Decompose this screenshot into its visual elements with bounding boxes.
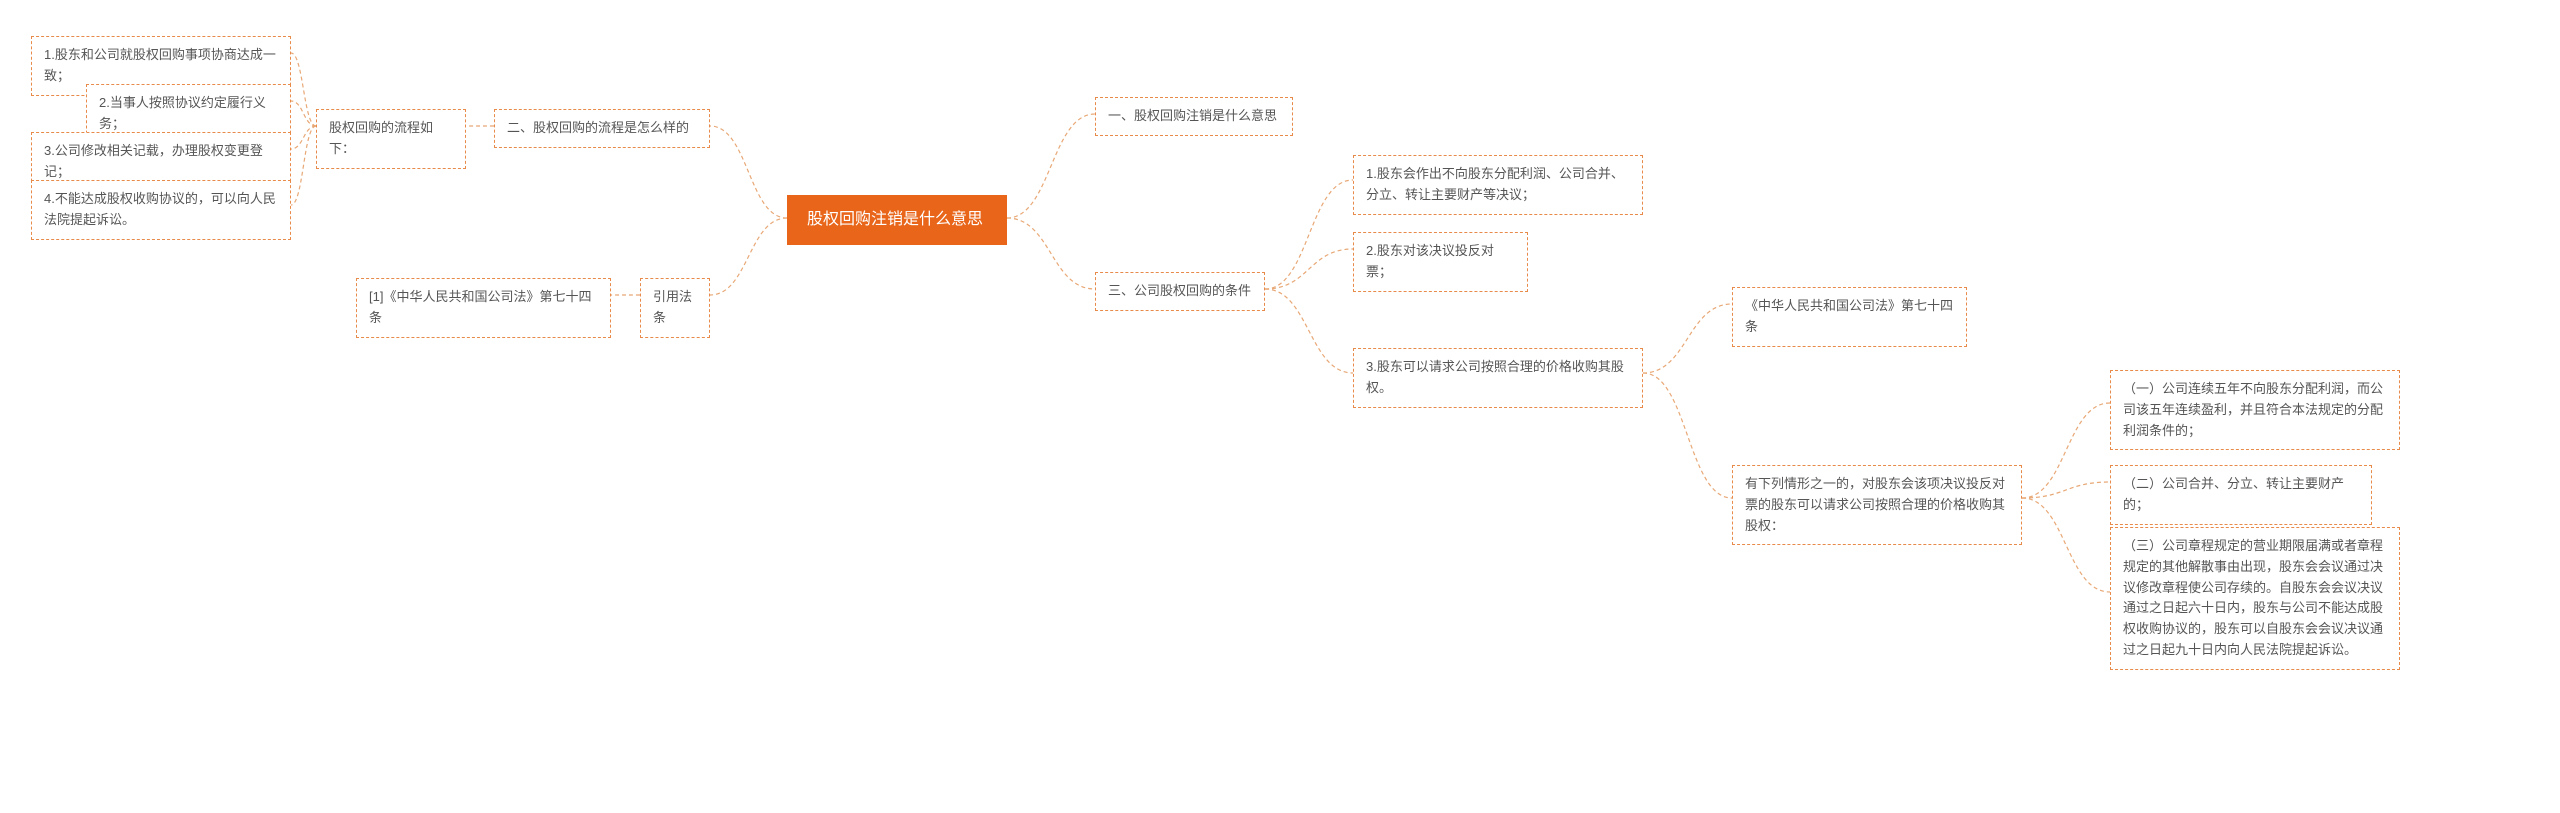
connector <box>291 101 316 126</box>
mindmap-node-root: 股权回购注销是什么意思 <box>787 195 1007 245</box>
mindmap-node-b3_3_2_2: （二）公司合并、分立、转让主要财产的； <box>2110 465 2372 525</box>
connector <box>1265 180 1353 289</box>
connector <box>291 53 316 126</box>
node-text: 股权回购注销是什么意思 <box>807 211 983 228</box>
node-text: [1]《中华人民共和国公司法》第七十四条 <box>369 289 591 325</box>
connector <box>1265 289 1353 373</box>
node-text: 有下列情形之一的，对股东会该项决议投反对票的股东可以请求公司按照合理的价格收购其… <box>1745 476 2005 533</box>
node-text: 二、股权回购的流程是怎么样的 <box>507 120 689 135</box>
node-text: 引用法条 <box>653 289 692 325</box>
connector <box>291 126 316 205</box>
connector <box>2022 482 2110 498</box>
mindmap-node-b3_3_2_1: （一）公司连续五年不向股东分配利润，而公司该五年连续盈利，并且符合本法规定的分配… <box>2110 370 2400 450</box>
node-text: 4.不能达成股权收购协议的，可以向人民法院提起诉讼。 <box>44 191 276 227</box>
node-text: （三）公司章程规定的营业期限届满或者章程规定的其他解散事由出现，股东会会议通过决… <box>2123 538 2383 657</box>
node-text: 3.股东可以请求公司按照合理的价格收购其股权。 <box>1366 359 1624 395</box>
node-text: 股权回购的流程如下： <box>329 120 433 156</box>
node-text: 1.股东会作出不向股东分配利润、公司合并、分立、转让主要财产等决议； <box>1366 166 1624 202</box>
mindmap-node-b2: 二、股权回购的流程是怎么样的 <box>494 109 710 148</box>
node-text: 《中华人民共和国公司法》第七十四条 <box>1745 298 1953 334</box>
mindmap-node-b3_3: 3.股东可以请求公司按照合理的价格收购其股权。 <box>1353 348 1643 408</box>
mindmap-node-b1: 一、股权回购注销是什么意思 <box>1095 97 1293 136</box>
mindmap-node-ref_1: [1]《中华人民共和国公司法》第七十四条 <box>356 278 611 338</box>
connector <box>2022 403 2110 498</box>
connector <box>1007 114 1095 218</box>
connector <box>1643 304 1732 373</box>
mindmap-node-b2_sub: 股权回购的流程如下： <box>316 109 466 169</box>
mindmap-node-b3: 三、公司股权回购的条件 <box>1095 272 1265 311</box>
connector <box>710 126 787 218</box>
mindmap-node-ref: 引用法条 <box>640 278 710 338</box>
node-text: （二）公司合并、分立、转让主要财产的； <box>2123 476 2344 512</box>
mindmap-node-b3_1: 1.股东会作出不向股东分配利润、公司合并、分立、转让主要财产等决议； <box>1353 155 1643 215</box>
mindmap-node-b3_2: 2.股东对该决议投反对票； <box>1353 232 1528 292</box>
node-text: 3.公司修改相关记载，办理股权变更登记； <box>44 143 263 179</box>
connector <box>1265 249 1353 289</box>
node-text: 一、股权回购注销是什么意思 <box>1108 108 1277 123</box>
connector <box>291 126 316 149</box>
node-text: 1.股东和公司就股权回购事项协商达成一致； <box>44 47 276 83</box>
connector <box>1643 373 1732 498</box>
connector <box>710 218 787 295</box>
connector <box>1007 218 1095 289</box>
connector <box>2022 498 2110 592</box>
mindmap-node-b3_3_2: 有下列情形之一的，对股东会该项决议投反对票的股东可以请求公司按照合理的价格收购其… <box>1732 465 2022 545</box>
node-text: （一）公司连续五年不向股东分配利润，而公司该五年连续盈利，并且符合本法规定的分配… <box>2123 381 2383 438</box>
mindmap-node-b3_3_1: 《中华人民共和国公司法》第七十四条 <box>1732 287 1967 347</box>
mindmap-node-b2_4: 4.不能达成股权收购协议的，可以向人民法院提起诉讼。 <box>31 180 291 240</box>
node-text: 2.股东对该决议投反对票； <box>1366 243 1494 279</box>
node-text: 2.当事人按照协议约定履行义务； <box>99 95 266 131</box>
node-text: 三、公司股权回购的条件 <box>1108 283 1251 298</box>
mindmap-node-b3_3_2_3: （三）公司章程规定的营业期限届满或者章程规定的其他解散事由出现，股东会会议通过决… <box>2110 527 2400 670</box>
